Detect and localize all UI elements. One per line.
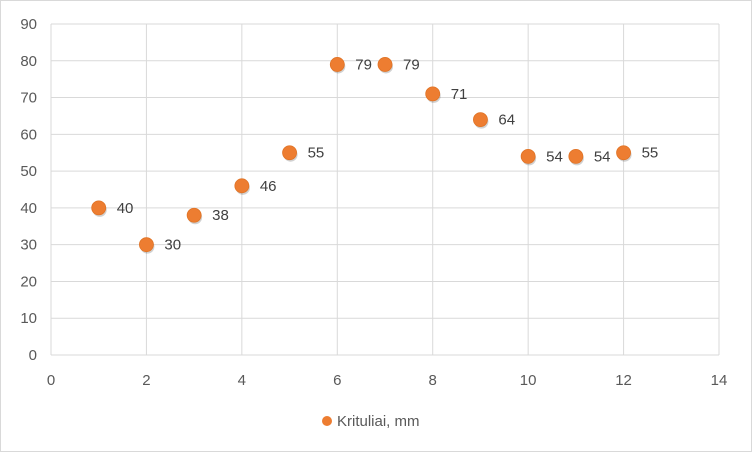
data-labels: 40 30 38 46 55 79 79 71 64 54 54 55 (117, 56, 659, 253)
data-label: 54 (594, 148, 611, 165)
y-tick-label: 40 (20, 200, 37, 217)
data-label: 54 (546, 148, 563, 165)
legend-marker (322, 416, 332, 426)
data-label: 38 (212, 207, 229, 224)
data-label: 79 (403, 56, 420, 73)
gridlines (50, 23, 720, 356)
y-tick-label: 50 (20, 163, 37, 180)
y-tick-label: 30 (20, 237, 37, 254)
x-tick-label: 10 (520, 372, 537, 389)
x-tick-label: 8 (429, 372, 437, 389)
data-point (473, 112, 488, 128)
x-tick-label: 0 (47, 372, 55, 389)
data-point (91, 200, 107, 216)
y-tick-label: 0 (29, 347, 37, 364)
data-point (568, 148, 584, 164)
data-label: 71 (451, 86, 468, 103)
y-tick-label: 20 (20, 273, 37, 290)
legend: Krituliai, mm (322, 413, 420, 430)
y-tick-label: 90 (20, 16, 37, 33)
data-point (520, 148, 536, 164)
x-tick-label: 6 (333, 372, 341, 389)
data-label: 46 (260, 178, 277, 195)
y-tick-label: 60 (20, 126, 37, 143)
data-point (139, 237, 154, 253)
data-label: 55 (642, 145, 659, 162)
data-point (425, 86, 441, 102)
data-point (186, 207, 202, 223)
legend-label: Krituliai, mm (337, 413, 420, 430)
data-point (616, 145, 631, 161)
data-label: 30 (164, 237, 181, 254)
data-label: 64 (498, 112, 515, 129)
data-points (91, 57, 632, 254)
data-label: 55 (308, 145, 325, 162)
x-tick-label: 4 (238, 372, 246, 389)
data-label: 40 (117, 200, 134, 217)
data-point (329, 57, 345, 72)
data-point (377, 57, 393, 72)
data-point (282, 145, 297, 161)
y-tick-label: 10 (20, 310, 37, 327)
y-tick-label: 80 (20, 53, 37, 70)
data-point (234, 178, 250, 194)
x-tick-label: 14 (711, 372, 728, 389)
data-label: 79 (355, 56, 372, 73)
x-tick-label: 12 (615, 372, 632, 389)
y-tick-label: 70 (20, 90, 37, 107)
x-tick-label: 2 (142, 372, 150, 389)
